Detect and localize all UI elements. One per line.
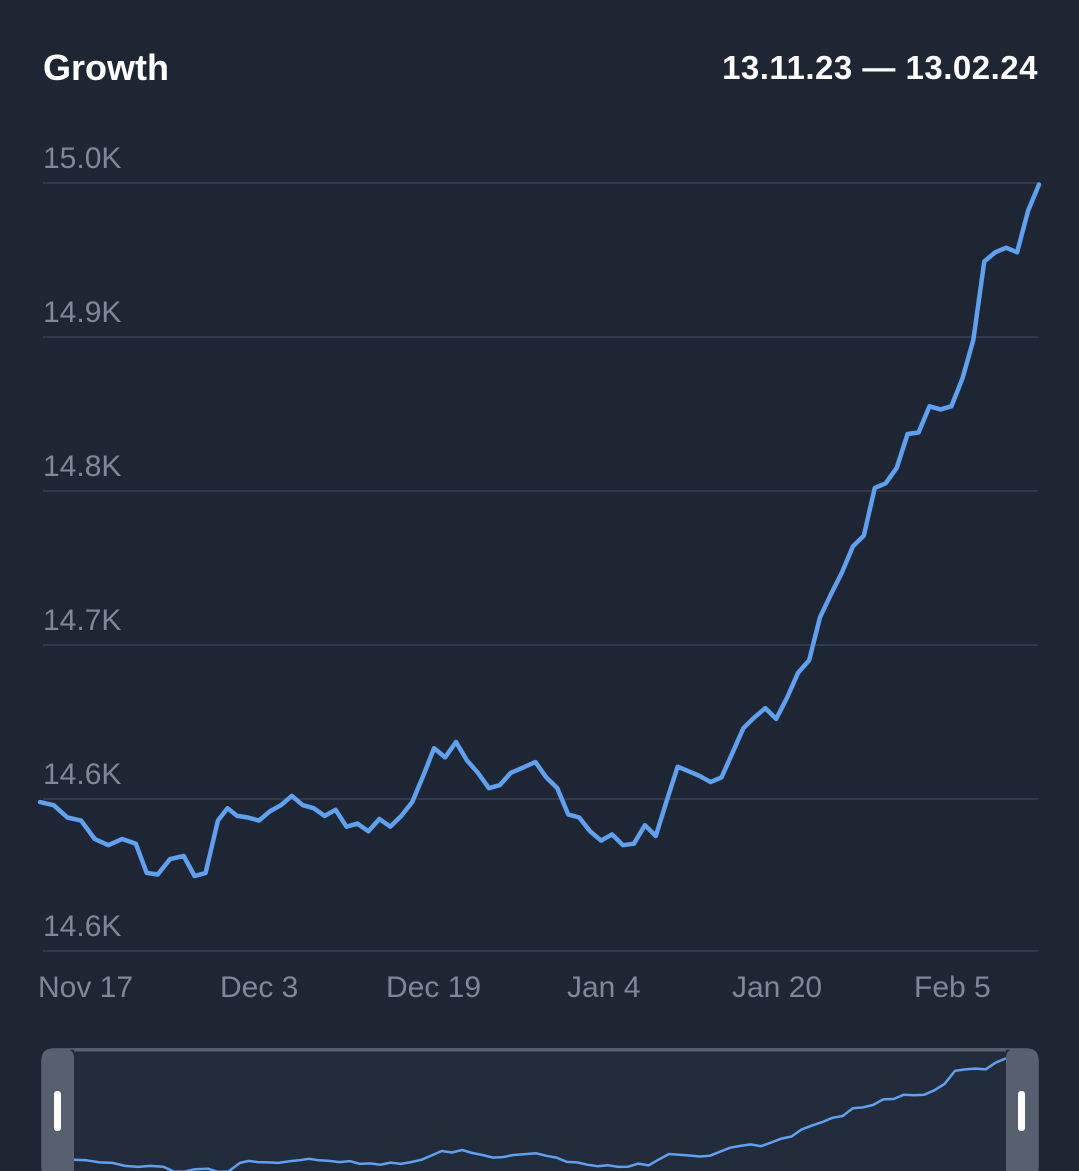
- x-tick-label: Jan 20: [732, 971, 822, 1004]
- y-tick-label: 14.6K: [43, 910, 121, 943]
- navigator-track: [41, 1048, 1039, 1171]
- navigator-left-grip: [54, 1091, 61, 1131]
- x-tick-label: Jan 4: [567, 971, 640, 1004]
- y-tick-label: 14.7K: [43, 604, 121, 637]
- x-tick-label: Dec 3: [220, 971, 298, 1004]
- x-tick-label: Nov 17: [38, 971, 133, 1004]
- y-tick-label: 14.8K: [43, 450, 121, 483]
- y-axis: 15.0K 14.9K 14.8K 14.7K 14.6K 14.6K: [43, 142, 121, 943]
- y-tick-label: 14.9K: [43, 296, 121, 329]
- grid-layer: [43, 182, 1038, 952]
- y-tick-label: 15.0K: [43, 142, 121, 175]
- x-tick-label: Feb 5: [914, 971, 991, 1004]
- navigator-right-grip: [1018, 1091, 1025, 1131]
- chart-header: Growth 13.11.23 — 13.02.24: [43, 46, 1038, 94]
- range-navigator[interactable]: [41, 1048, 1039, 1171]
- series-layer: [37, 182, 1042, 879]
- chart-title: Growth: [43, 47, 169, 88]
- y-tick-label: 14.6K: [43, 758, 121, 791]
- date-range[interactable]: 13.11.23 — 13.02.24: [722, 49, 1038, 86]
- series-line: [37, 182, 1042, 879]
- x-axis: Nov 17 Dec 3 Dec 19 Jan 4 Jan 20 Feb 5: [38, 971, 991, 1004]
- x-tick-label: Dec 19: [386, 971, 481, 1004]
- navigator-series-line: [73, 1057, 1007, 1171]
- navigator-preview: [73, 1057, 1007, 1171]
